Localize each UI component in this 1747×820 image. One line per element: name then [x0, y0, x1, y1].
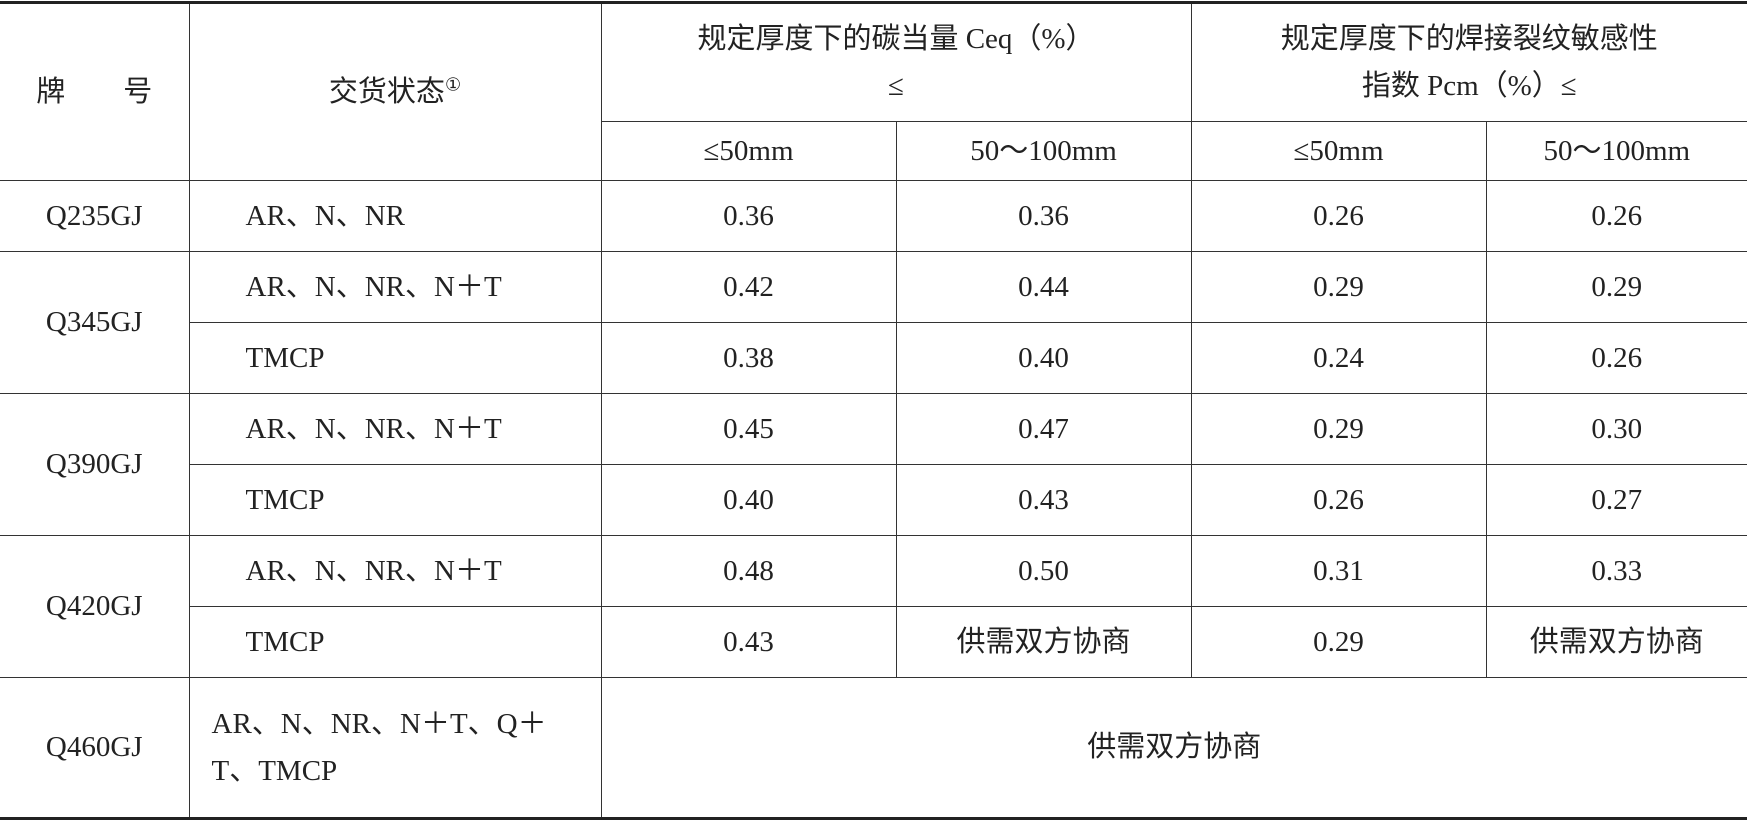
header-cell: ≤50mm	[1191, 122, 1486, 181]
header-cell: 规定厚度下的焊接裂纹敏感性指数 Pcm（%）≤	[1191, 3, 1747, 122]
value-cell: 0.29	[1191, 607, 1486, 678]
header-text: ≤	[602, 63, 1191, 109]
header-cell: 牌 号	[0, 3, 189, 181]
value-cell: 0.47	[896, 394, 1191, 465]
value-cell: 0.30	[1486, 394, 1747, 465]
value-cell: 0.36	[601, 181, 896, 252]
header-cell: 50～100mm	[896, 122, 1191, 181]
header-text: 规定厚度下的焊接裂纹敏感性	[1192, 16, 1747, 62]
value-cell: 0.33	[1486, 536, 1747, 607]
value-cell: 0.24	[1191, 323, 1486, 394]
value-cell: 0.31	[1191, 536, 1486, 607]
value-cell: 0.27	[1486, 465, 1747, 536]
header-text: 牌 号	[36, 76, 152, 108]
header-cell: ≤50mm	[601, 122, 896, 181]
value-cell: 0.48	[601, 536, 896, 607]
header-text: 指数 Pcm（%）≤	[1192, 63, 1747, 109]
value-cell: 0.36	[896, 181, 1191, 252]
grade-cell: Q235GJ	[0, 181, 189, 252]
value-cell: 0.26	[1486, 323, 1747, 394]
value-cell: 0.44	[896, 252, 1191, 323]
value-cell: 0.38	[601, 323, 896, 394]
value-cell: 供需双方协商	[896, 607, 1191, 678]
value-cell: 0.50	[896, 536, 1191, 607]
value-cell: 0.40	[601, 465, 896, 536]
value-cell: 0.26	[1191, 465, 1486, 536]
header-cell: 交货状态①	[189, 3, 601, 181]
value-cell: 0.42	[601, 252, 896, 323]
table-row: 牌 号 交货状态① 规定厚度下的碳当量 Ceq（%）≤规定厚度下的焊接裂纹敏感性指数…	[0, 3, 1747, 122]
value-cell: 0.26	[1191, 181, 1486, 252]
grade-cell: Q460GJ	[0, 678, 189, 819]
header-cell: 规定厚度下的碳当量 Ceq（%）≤	[601, 3, 1191, 122]
state-cell: TMCP	[189, 323, 601, 394]
state-cell: AR、N、NR、N＋T	[189, 394, 601, 465]
grade-cell: Q420GJ	[0, 536, 189, 678]
value-cell: 0.43	[601, 607, 896, 678]
grade-cell: Q390GJ	[0, 394, 189, 536]
state-cell: TMCP	[189, 607, 601, 678]
state-cell: AR、N、NR、N＋T	[189, 536, 601, 607]
header-cell: 50～100mm	[1486, 122, 1747, 181]
state-cell: AR、N、NR、N＋T	[189, 252, 601, 323]
value-cell: 0.43	[896, 465, 1191, 536]
value-cell: 0.26	[1486, 181, 1747, 252]
header-text: 规定厚度下的碳当量 Ceq（%）	[602, 16, 1191, 62]
header-text: 交货状态	[329, 76, 445, 108]
value-cell: 0.29	[1191, 394, 1486, 465]
footnote-mark: ①	[445, 74, 461, 94]
grade-cell: Q345GJ	[0, 252, 189, 394]
value-cell: 0.45	[601, 394, 896, 465]
value-cell: 0.29	[1191, 252, 1486, 323]
value-cell: 供需双方协商	[1486, 607, 1747, 678]
state-cell: AR、N、NR	[189, 181, 601, 252]
value-cell: 0.40	[896, 323, 1191, 394]
state-cell: AR、N、NR、N＋T、Q＋T、TMCP	[189, 678, 601, 819]
value-cell: 0.29	[1486, 252, 1747, 323]
value-cell: 供需双方协商	[601, 678, 1747, 819]
state-cell: TMCP	[189, 465, 601, 536]
